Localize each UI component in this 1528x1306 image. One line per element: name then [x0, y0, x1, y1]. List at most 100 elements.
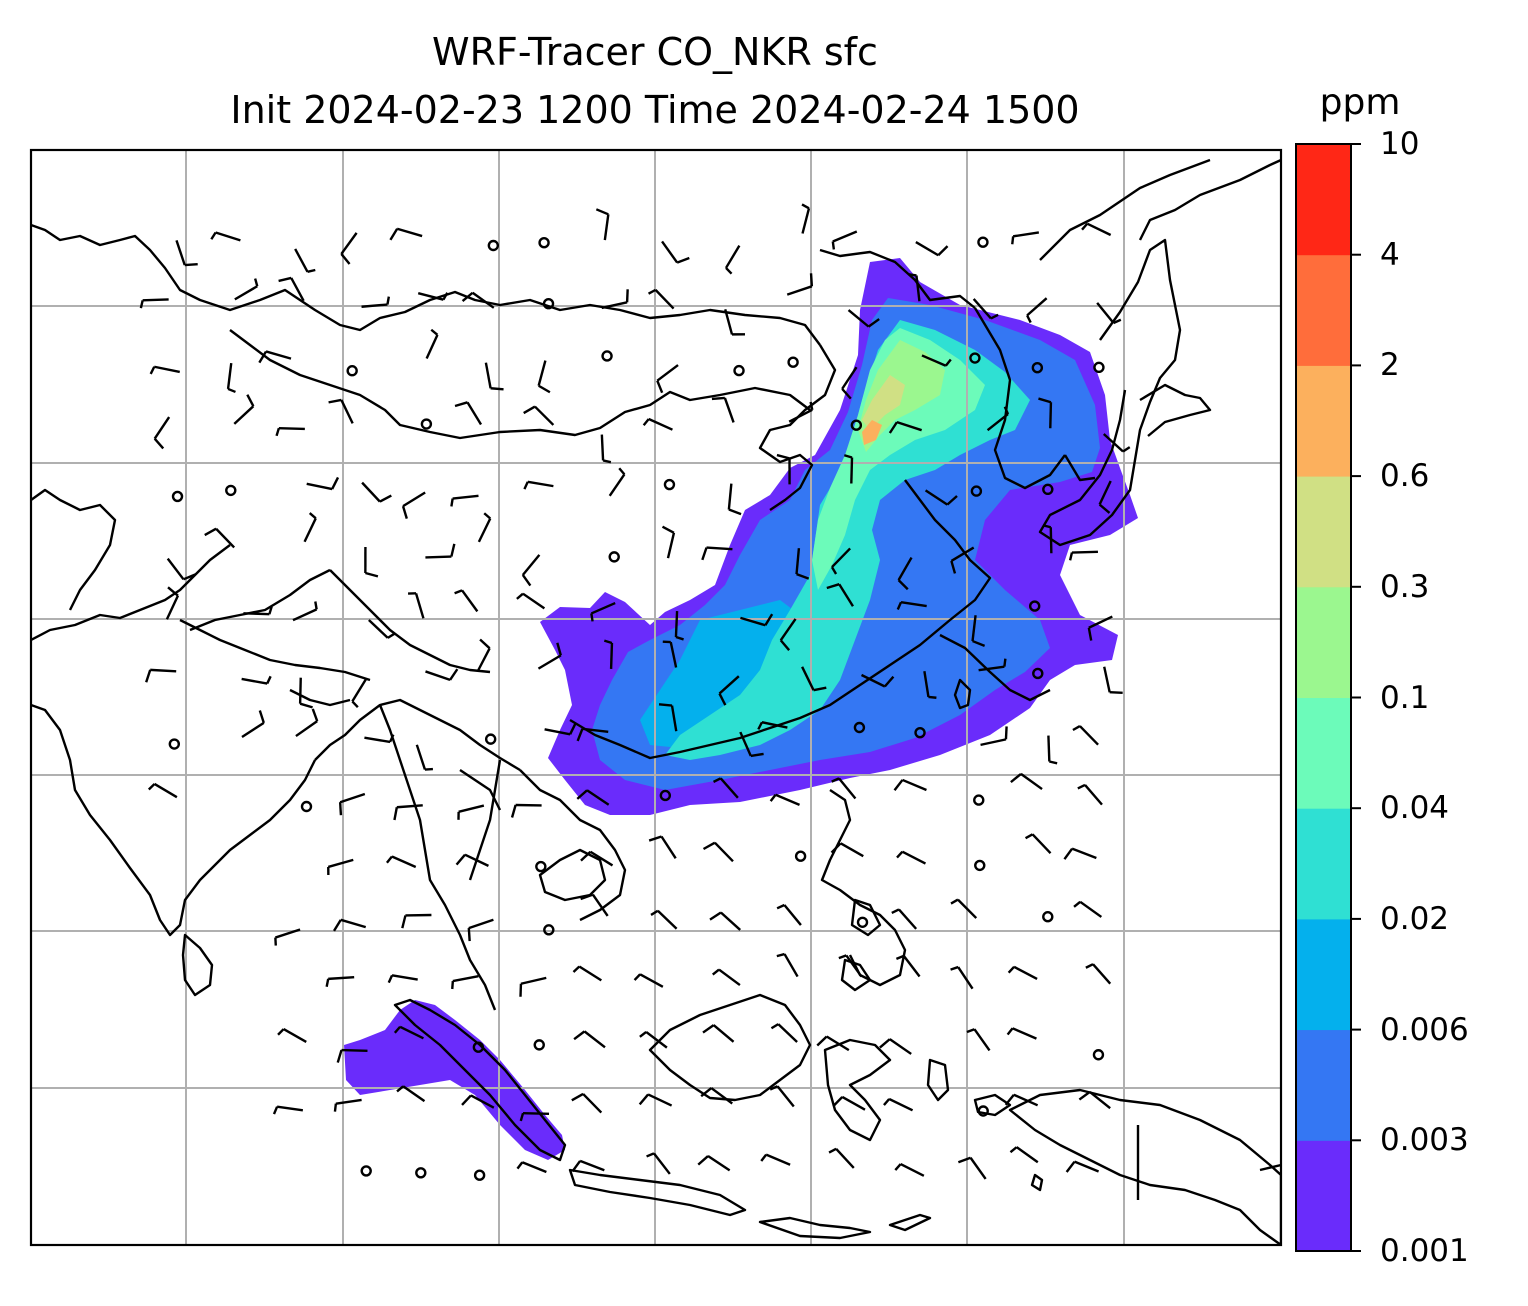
calm-wind-marker — [1093, 361, 1105, 374]
wind-barb — [986, 406, 1010, 432]
wind-barb — [923, 671, 937, 699]
wind-barb — [838, 954, 863, 978]
wind-barb — [895, 954, 921, 978]
wind-barb — [1042, 524, 1053, 554]
wind-barb — [425, 543, 456, 559]
coastline-segment — [1259, 1163, 1281, 1172]
wind-barb — [1024, 833, 1052, 854]
colorbar-segment — [1296, 476, 1351, 588]
coastline-segment — [819, 248, 976, 309]
wind-barb — [1102, 433, 1131, 453]
coastline-segment — [181, 933, 214, 997]
wind-barb — [571, 1159, 605, 1173]
colorbar-tick-label: 4 — [1380, 236, 1400, 273]
calm-wind-marker — [601, 350, 613, 362]
wind-barb — [601, 289, 629, 310]
colorbar-segment — [1296, 1029, 1351, 1141]
coastline-segment — [31, 703, 317, 937]
calm-wind-marker — [970, 485, 983, 497]
colorbar-tick-label: 0.006 — [1380, 1011, 1469, 1048]
wind-barb — [795, 548, 810, 580]
wind-barb — [656, 364, 679, 394]
wind-barb — [327, 858, 354, 875]
wind-barb — [519, 976, 547, 997]
wind-barb — [950, 546, 975, 574]
map-title-line1: WRF-Tracer CO_NKR sfc — [432, 30, 878, 74]
wind-barb — [166, 557, 196, 581]
wind-barb — [393, 1025, 424, 1040]
calm-wind-marker — [420, 418, 433, 430]
wind-barb — [801, 666, 827, 692]
wind-barb — [361, 481, 392, 503]
coastline-segment — [973, 1093, 1012, 1117]
colorbar-segment — [1296, 254, 1351, 366]
wind-barb — [1073, 900, 1103, 918]
wind-barb — [396, 1085, 426, 1103]
coastline-segment — [569, 479, 992, 760]
coastline-segment — [953, 678, 972, 710]
wind-barb — [408, 592, 425, 619]
calm-wind-marker — [225, 484, 237, 497]
wind-barb — [226, 362, 236, 394]
wind-barb — [971, 615, 986, 647]
wind-barb — [361, 296, 391, 308]
calm-wind-marker — [659, 789, 672, 802]
wind-barb — [234, 278, 259, 301]
wind-barb — [702, 841, 734, 863]
wind-barb — [333, 1098, 362, 1112]
coastline-segment — [538, 848, 607, 902]
wind-barbs — [139, 203, 1131, 1181]
wind-barb — [241, 675, 272, 685]
wind-barb — [776, 903, 802, 926]
calm-wind-marker — [535, 860, 547, 873]
wind-barb — [425, 328, 439, 359]
wind-barb — [364, 734, 395, 744]
colorbar-unit-label: ppm — [1319, 82, 1401, 123]
wind-barb — [1078, 1090, 1111, 1110]
calm-wind-marker — [472, 1041, 485, 1053]
colorbar — [1295, 143, 1361, 1252]
calm-wind-marker — [974, 859, 986, 872]
wind-barb — [957, 1156, 987, 1180]
wind-barb — [950, 965, 974, 990]
wind-barb — [340, 232, 358, 265]
wind-barb — [389, 227, 423, 241]
wind-barb — [883, 1097, 914, 1112]
wind-barb — [966, 1028, 991, 1052]
wind-barb — [972, 298, 999, 320]
wind-barb — [153, 416, 171, 450]
colorbar-segment — [1296, 697, 1351, 809]
wind-barb — [510, 803, 542, 818]
colorbar-tick-label: 0.3 — [1380, 568, 1430, 605]
colorbar-segment — [1296, 586, 1351, 698]
wind-barb — [516, 1161, 547, 1174]
wind-barb — [739, 731, 764, 758]
wind-barb — [1038, 397, 1053, 429]
colorbar-tick-label: 0.1 — [1380, 679, 1430, 716]
calm-wind-marker — [1042, 911, 1054, 923]
wind-barb — [332, 918, 367, 932]
wind-barb — [879, 1038, 912, 1055]
colorbar-tick-label: 0.003 — [1380, 1122, 1469, 1159]
wind-barb — [303, 512, 317, 543]
wind-barb — [325, 975, 355, 987]
wind-barb — [477, 512, 492, 543]
wind-barb — [1065, 1160, 1100, 1173]
wind-barb — [724, 308, 745, 336]
wind-barb — [233, 394, 255, 425]
wind-barb — [537, 642, 562, 670]
wind-barb — [393, 804, 423, 821]
wind-barb — [950, 898, 978, 919]
wind-barb — [595, 208, 610, 241]
calm-wind-marker — [853, 721, 866, 734]
wind-barb — [830, 842, 864, 858]
wind-barb — [385, 855, 417, 869]
calm-wind-marker — [171, 490, 184, 503]
coastline-segment — [888, 1213, 932, 1232]
wind-barb — [580, 893, 609, 917]
coastline-segment — [820, 789, 907, 987]
wind-barb — [450, 494, 479, 507]
coastline-segment — [1063, 454, 1096, 482]
wind-barb — [661, 525, 676, 559]
wind-barb — [1009, 1146, 1039, 1164]
